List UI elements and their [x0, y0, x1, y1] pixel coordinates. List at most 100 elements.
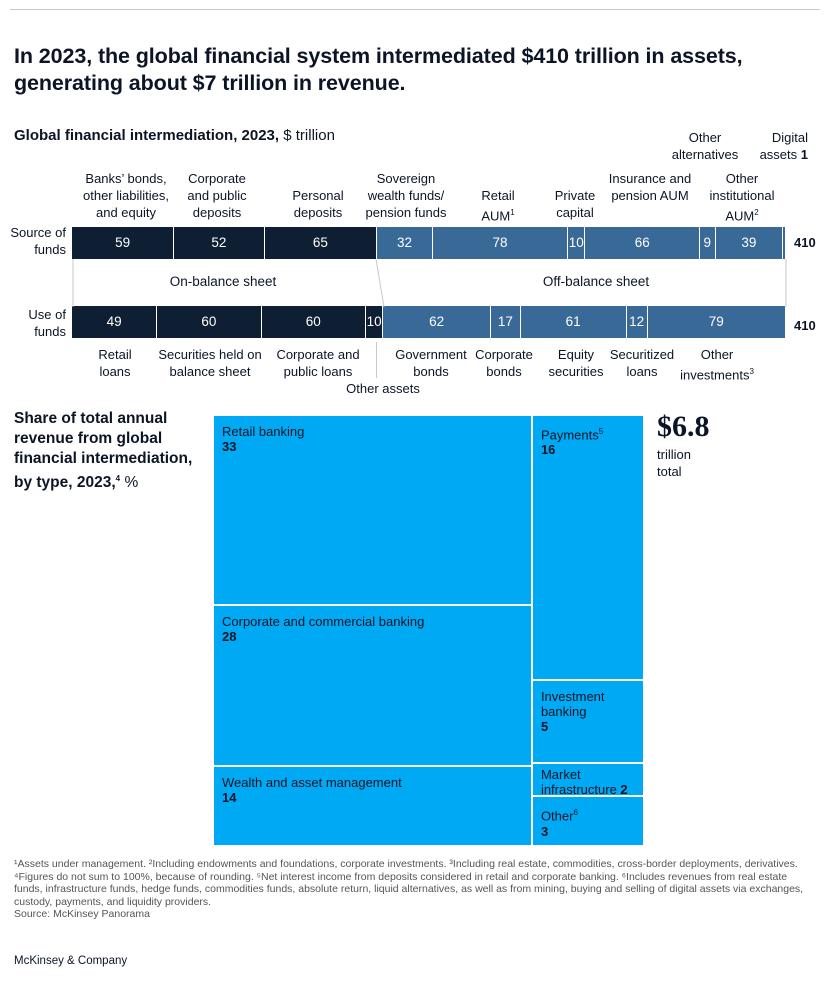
treemap-label-sup: 5 — [598, 427, 604, 436]
label-corporate-deposits: Corporate and public deposits — [187, 171, 247, 220]
bar-segment: 78 — [432, 227, 569, 259]
treemap-title-text: Share of total annual revenue from globa… — [14, 410, 193, 492]
label-other-investments: Other investments3 — [672, 346, 762, 383]
label-personal-deposits: Personal deposits — [292, 188, 344, 220]
chart-subtitle: Global financial intermediation, 2023, $… — [14, 127, 335, 144]
bar-segment: 32 — [377, 227, 433, 259]
label-other-inv-sup: 3 — [749, 367, 754, 376]
footnotes: ¹Assets under management. ²Including end… — [14, 858, 814, 921]
label-securities-held: Securities held on balance sheet — [158, 347, 262, 379]
label-banks-bonds: Banks’ bonds, other liabilities, and equ… — [83, 171, 169, 220]
treemap-label-text: Investment banking — [540, 689, 605, 720]
footnotes-text: ¹Assets under management. ²Including end… — [14, 858, 804, 908]
treemap-label-text: Retail banking — [222, 424, 305, 439]
treemap-label: Payments5 16 — [541, 424, 603, 457]
bar-segment: 66 — [585, 227, 700, 259]
treemap-label: Wealth and asset management 14 — [222, 775, 402, 805]
label-other-inst-text: Other institutional AUM — [709, 171, 775, 224]
bar-segment: 59 — [72, 227, 175, 259]
label-other-alternatives: Other alternatives — [671, 130, 739, 162]
treemap-title-sup: 4 — [115, 474, 121, 483]
bar-segment: 60 — [157, 306, 262, 338]
page-title: In 2023, the global financial system int… — [14, 44, 743, 95]
label-digital-text: Digital assets — [759, 130, 808, 162]
bar-segment: 52 — [174, 227, 265, 259]
use-of-funds-bar: 49 60 60 10 62 17 61 12 79 — [72, 306, 785, 338]
bracket-middle-line — [375, 258, 385, 308]
treemap-label: Market infrastructure 2 — [541, 767, 643, 797]
label-insurance-pension: Insurance and pension AUM — [608, 171, 692, 203]
treemap-label: Corporate and commercial banking 28 — [222, 614, 424, 644]
bar-segment: 10 — [568, 227, 586, 259]
bar-segment: 9 — [699, 227, 716, 259]
label-corp-public-loans: Corporate and public loans — [276, 347, 360, 379]
treemap-title: Share of total annual revenue from globa… — [14, 409, 204, 493]
source-total: 410 — [794, 235, 816, 250]
brand-logo-text: McKinsey & Company — [14, 955, 128, 967]
revenue-treemap: Retail banking 33 Corporate and commercial… — [213, 415, 644, 846]
label-other-inv-text: Other investments — [680, 347, 750, 383]
label-retail-aum-text: Retail AUM — [481, 188, 515, 224]
treemap-block: Corporate and commercial banking 28 — [213, 604, 532, 766]
label-retail-aum-sup: 1 — [510, 208, 515, 217]
use-total: 410 — [794, 318, 816, 333]
treemap-block: Investment banking 5 — [531, 680, 644, 764]
treemap-label: Other6 3 — [541, 805, 578, 838]
other-assets-leader — [376, 342, 377, 378]
treemap-label-text: Other — [540, 808, 574, 824]
bar-segment: 17 — [491, 306, 521, 338]
treemap-value: 3 — [540, 823, 549, 839]
total-revenue-value: $6.8 — [657, 410, 710, 443]
balance-bracket — [72, 258, 787, 308]
treemap-label-text: Wealth and asset management — [222, 774, 402, 790]
row-label-source: Source of funds — [10, 225, 66, 257]
treemap-value: 28 — [222, 628, 237, 644]
treemap-value: 2 — [616, 782, 628, 798]
treemap-label: Retail banking 33 — [222, 424, 304, 454]
treemap-label-sup: 6 — [573, 808, 578, 818]
chart-subtitle-bold: Global financial intermediation, 2023, — [14, 127, 280, 144]
bar-segment: 79 — [647, 306, 785, 338]
treemap-label-text: Market infrastructure — [540, 767, 617, 798]
label-government-bonds: Government bonds — [395, 347, 467, 379]
source-note: Source: McKinsey Panorama — [14, 908, 150, 920]
bar-segment: 60 — [261, 306, 366, 338]
treemap-label-text: Corporate and commercial banking — [222, 613, 425, 629]
treemap-label-text: Payments — [540, 427, 599, 443]
treemap-value: 5 — [540, 719, 549, 735]
on-balance-sheet-label: On-balance sheet — [169, 274, 277, 289]
label-digital-value: 1 — [800, 147, 808, 162]
bar-segment: 49 — [72, 306, 158, 338]
label-other-inst-sup: 2 — [754, 208, 759, 217]
label-securitized-loans: Securitized loans — [609, 347, 675, 379]
treemap-label: Investment banking 5 — [541, 689, 643, 734]
source-of-funds-bar: 59 52 65 32 78 10 66 9 39 — [72, 227, 785, 259]
label-other-assets: Other assets — [346, 381, 420, 396]
label-other-institutional: Other institutional AUM2 — [700, 170, 784, 224]
label-retail-aum: Retail AUM1 — [468, 187, 528, 224]
treemap-block: Payments5 16 — [531, 415, 644, 681]
treemap-block: Market infrastructure 2 — [531, 763, 644, 797]
label-equity-securities: Equity securities — [548, 347, 604, 379]
top-divider — [10, 9, 820, 10]
treemap-value: 33 — [222, 439, 237, 454]
bar-segment: 61 — [520, 306, 627, 338]
bar-segment: 65 — [264, 227, 378, 259]
treemap-value: 14 — [222, 789, 237, 805]
treemap-block: Other6 3 — [531, 796, 644, 846]
bar-segment: 39 — [715, 227, 784, 259]
bar-segment — [783, 227, 785, 259]
off-balance-sheet-label: Off-balance sheet — [542, 274, 650, 289]
bar-segment: 62 — [383, 306, 492, 338]
treemap-unit: % — [124, 474, 139, 492]
treemap-block: Retail banking 33 — [213, 415, 532, 605]
bar-segment: 12 — [626, 306, 648, 338]
total-revenue-label: trillion total — [657, 447, 691, 479]
label-sovereign-funds: Sovereign wealth funds/ pension funds — [365, 171, 447, 220]
bar-segment: 10 — [365, 306, 384, 338]
label-private-capital: Private capital — [554, 188, 596, 220]
label-corporate-bonds: Corporate bonds — [475, 347, 533, 379]
row-label-use: Use of funds — [28, 307, 66, 339]
label-retail-loans: Retail loans — [98, 347, 132, 379]
treemap-value: 16 — [540, 442, 556, 458]
